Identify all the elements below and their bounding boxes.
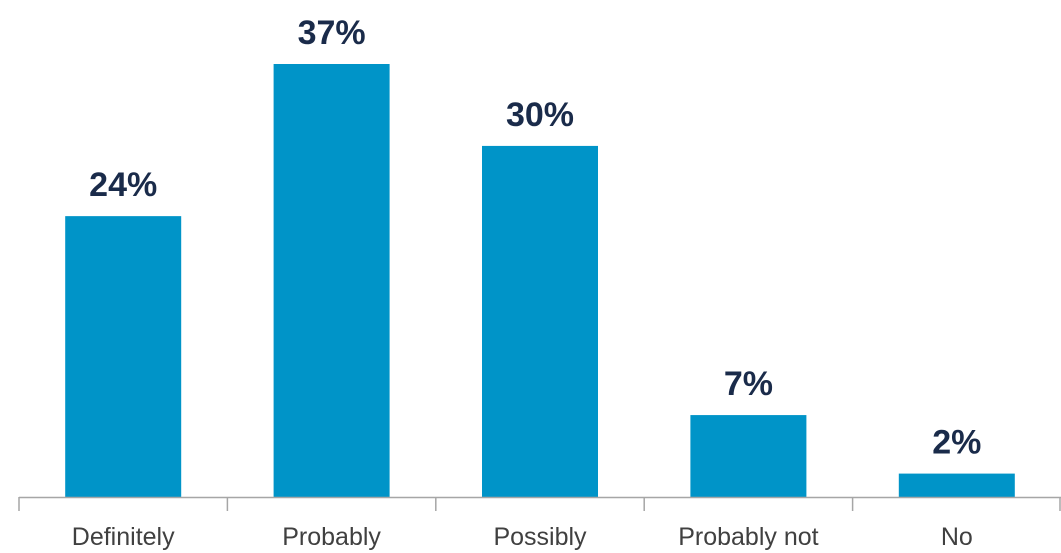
x-tick-label: No xyxy=(941,523,973,551)
x-tick-label: Probably xyxy=(282,523,381,551)
x-tick-labels-group: Definitely Probably Possibly Probably not No xyxy=(72,523,973,551)
bar-no xyxy=(898,473,1015,497)
bar-definitely xyxy=(65,216,182,497)
x-tick-label: Definitely xyxy=(72,523,175,551)
bar-probably xyxy=(273,64,390,497)
data-label: 37% xyxy=(298,14,366,52)
data-label: 30% xyxy=(506,96,574,134)
data-label: 2% xyxy=(932,424,981,462)
data-label: 7% xyxy=(724,365,773,403)
data-labels-group: 24% 37% 30% 7% 2% xyxy=(89,14,981,462)
x-tick-label: Probably not xyxy=(678,523,818,551)
data-label: 24% xyxy=(89,166,157,204)
bar-possibly xyxy=(482,145,598,497)
bars-group xyxy=(65,64,1015,497)
bar-probably-not xyxy=(690,415,807,497)
x-axis xyxy=(18,496,1061,511)
x-tick-label: Possibly xyxy=(493,523,587,551)
